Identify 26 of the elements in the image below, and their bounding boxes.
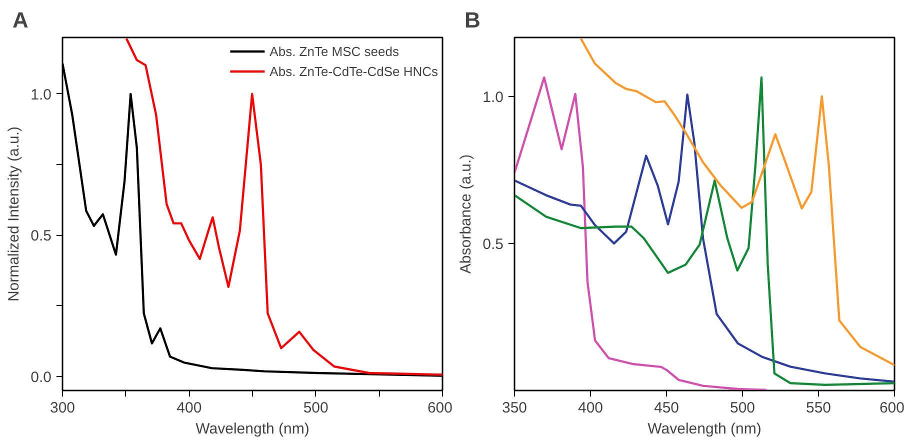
y-tick-label: 0.5 — [30, 228, 52, 245]
x-axis-title: Wavelength (nm) — [196, 420, 310, 438]
x-tick-label: 600 — [427, 400, 453, 416]
x-tick-label: 500 — [730, 400, 756, 416]
line-series — [514, 76, 768, 390]
x-tick-label: 400 — [578, 400, 604, 416]
x-tick-label: 600 — [879, 400, 905, 416]
chart-title: B — [464, 8, 480, 32]
x-tick-label: 300 — [50, 400, 76, 416]
chart-title: A — [12, 8, 28, 32]
line-series — [580, 38, 894, 366]
y-tick-label: 0.0 — [30, 368, 52, 386]
y-axis-title: Normalized Intensity (a.u.) — [6, 126, 23, 302]
x-axis-title: Wavelength (nm) — [648, 420, 762, 438]
x-tick-label: 500 — [303, 400, 328, 416]
y-tick-label: 0.5 — [482, 236, 504, 253]
legend-label: Abs. ZnTe-CdTe-CdSe HNCs — [270, 64, 438, 78]
legend-label: Abs. ZnTe MSC seeds — [270, 44, 399, 58]
y-axis-title: Absorbance (a.u.) — [458, 154, 475, 274]
x-tick-label: 350 — [502, 400, 528, 416]
y-tick-label: 1.0 — [30, 86, 52, 104]
x-tick-label: 550 — [806, 400, 832, 416]
line-series — [125, 38, 442, 376]
x-tick-label: 450 — [654, 400, 680, 416]
x-tick-label: 400 — [176, 400, 202, 416]
y-tick-label: 1.0 — [482, 88, 504, 106]
